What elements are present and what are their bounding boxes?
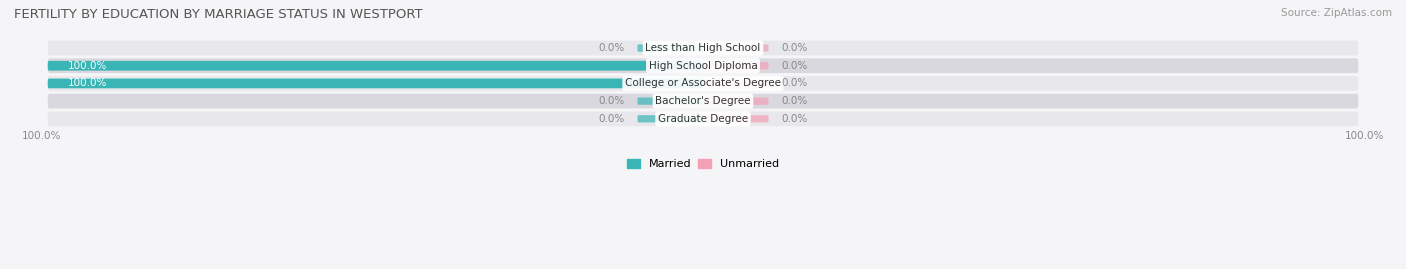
Text: 0.0%: 0.0%: [782, 61, 808, 71]
Text: 100.0%: 100.0%: [67, 61, 107, 71]
Text: 0.0%: 0.0%: [782, 114, 808, 124]
FancyBboxPatch shape: [703, 62, 769, 69]
Text: High School Diploma: High School Diploma: [648, 61, 758, 71]
FancyBboxPatch shape: [48, 111, 1358, 126]
Text: 0.0%: 0.0%: [782, 79, 808, 89]
Text: 0.0%: 0.0%: [598, 43, 624, 53]
Text: 0.0%: 0.0%: [598, 114, 624, 124]
Text: FERTILITY BY EDUCATION BY MARRIAGE STATUS IN WESTPORT: FERTILITY BY EDUCATION BY MARRIAGE STATU…: [14, 8, 423, 21]
FancyBboxPatch shape: [703, 80, 769, 87]
FancyBboxPatch shape: [48, 41, 1358, 55]
FancyBboxPatch shape: [703, 97, 769, 105]
FancyBboxPatch shape: [48, 94, 1358, 108]
FancyBboxPatch shape: [48, 79, 703, 88]
Text: 100.0%: 100.0%: [67, 79, 107, 89]
Text: Bachelor's Degree: Bachelor's Degree: [655, 96, 751, 106]
FancyBboxPatch shape: [637, 97, 703, 105]
Text: 0.0%: 0.0%: [782, 96, 808, 106]
Text: Less than High School: Less than High School: [645, 43, 761, 53]
Text: 100.0%: 100.0%: [1346, 131, 1385, 141]
FancyBboxPatch shape: [703, 44, 769, 52]
Legend: Married, Unmarried: Married, Unmarried: [623, 154, 783, 174]
Text: Graduate Degree: Graduate Degree: [658, 114, 748, 124]
Text: 0.0%: 0.0%: [598, 96, 624, 106]
Text: Source: ZipAtlas.com: Source: ZipAtlas.com: [1281, 8, 1392, 18]
FancyBboxPatch shape: [48, 61, 703, 70]
FancyBboxPatch shape: [48, 76, 1358, 91]
FancyBboxPatch shape: [703, 115, 769, 122]
FancyBboxPatch shape: [48, 58, 1358, 73]
FancyBboxPatch shape: [637, 44, 703, 52]
Text: 0.0%: 0.0%: [782, 43, 808, 53]
FancyBboxPatch shape: [637, 115, 703, 122]
Text: 100.0%: 100.0%: [21, 131, 60, 141]
Text: College or Associate's Degree: College or Associate's Degree: [626, 79, 780, 89]
